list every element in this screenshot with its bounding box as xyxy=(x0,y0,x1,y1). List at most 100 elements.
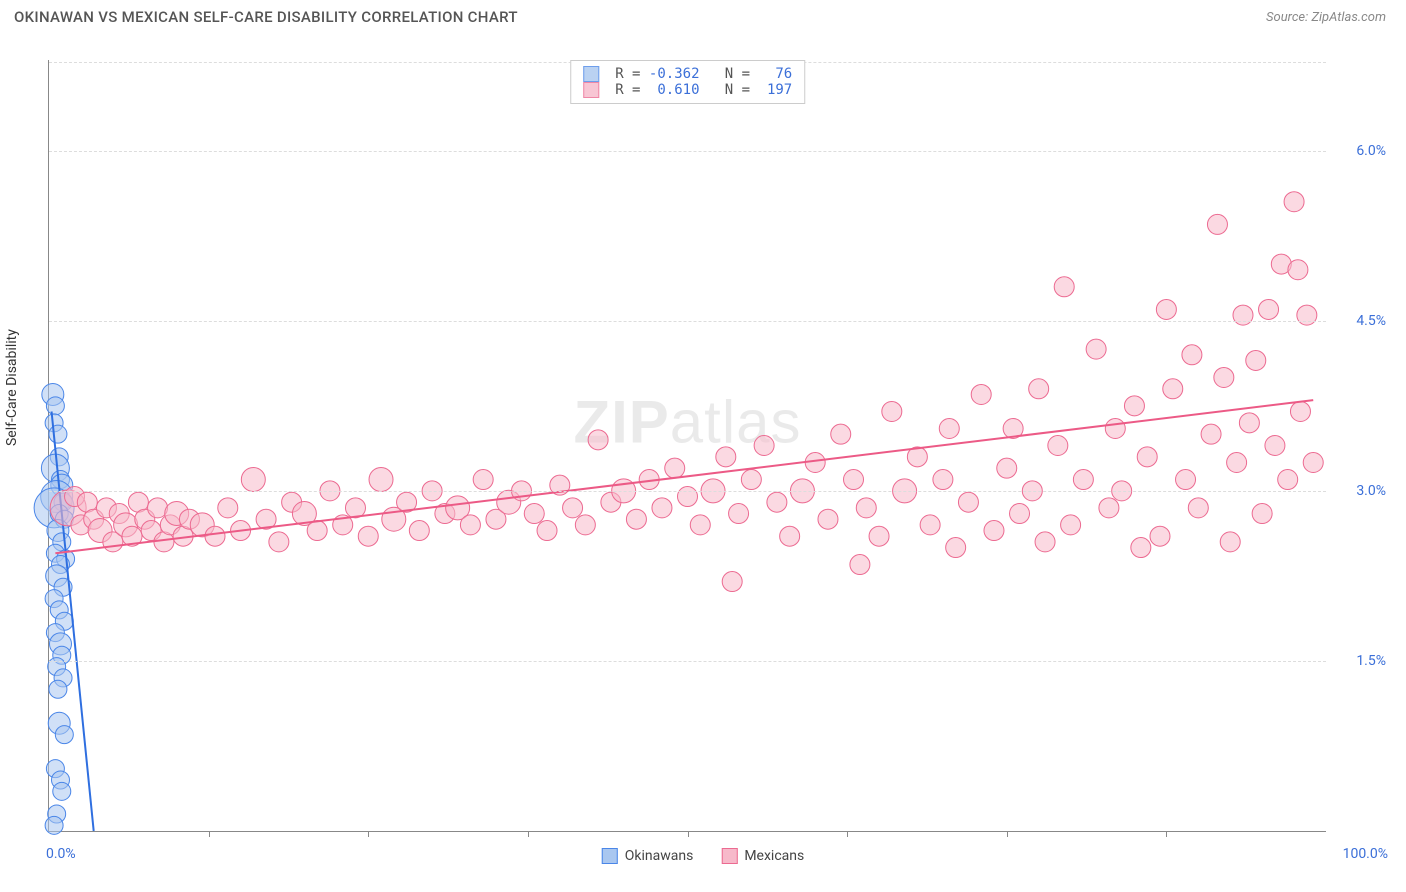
y-tick-label: 3.0% xyxy=(1356,483,1386,499)
data-point xyxy=(409,521,429,541)
data-point xyxy=(1029,379,1049,399)
chart-header: OKINAWAN VS MEXICAN SELF-CARE DISABILITY… xyxy=(0,0,1406,30)
x-tick xyxy=(1007,831,1008,837)
data-point xyxy=(1163,379,1183,399)
data-point xyxy=(869,526,889,546)
y-tick-label: 4.5% xyxy=(1356,313,1386,329)
data-point xyxy=(984,521,1004,541)
data-point xyxy=(1239,413,1259,433)
data-point xyxy=(1182,345,1202,365)
data-point xyxy=(369,468,393,492)
data-point xyxy=(588,430,608,450)
data-point xyxy=(1220,532,1240,552)
data-point xyxy=(818,509,838,529)
data-point xyxy=(754,436,774,456)
legend-swatch xyxy=(721,848,737,864)
legend-label: Okinawans xyxy=(625,848,694,864)
data-point xyxy=(218,498,238,518)
scatter-svg xyxy=(49,60,1326,831)
data-point xyxy=(1010,504,1030,524)
data-point xyxy=(473,470,493,490)
gridline xyxy=(49,661,1326,662)
data-point xyxy=(1284,192,1304,212)
data-point xyxy=(1176,470,1196,490)
data-point xyxy=(1035,532,1055,552)
data-point xyxy=(958,492,978,512)
data-point xyxy=(1188,498,1208,518)
data-point xyxy=(939,418,959,438)
data-point xyxy=(1259,299,1279,319)
data-point xyxy=(1099,498,1119,518)
data-point xyxy=(1054,277,1074,297)
x-tick xyxy=(688,831,689,837)
gridline xyxy=(49,491,1326,492)
chart-title: OKINAWAN VS MEXICAN SELF-CARE DISABILITY… xyxy=(14,8,518,26)
data-point xyxy=(780,526,800,546)
data-point xyxy=(844,470,864,490)
data-point xyxy=(933,470,953,490)
data-point xyxy=(1201,424,1221,444)
legend-label: Mexicans xyxy=(744,848,804,864)
data-point xyxy=(53,782,71,800)
data-point xyxy=(831,424,851,444)
data-point xyxy=(205,526,225,546)
x-tick xyxy=(1166,831,1167,837)
data-point xyxy=(307,521,327,541)
data-point xyxy=(971,384,991,404)
legend-item: Mexicans xyxy=(721,848,804,864)
x-axis-max-label: 100.0% xyxy=(1343,846,1388,862)
data-point xyxy=(716,447,736,467)
data-point xyxy=(1061,515,1081,535)
stats-legend-row: R = -0.362 N = 76 xyxy=(583,66,793,82)
data-point xyxy=(1124,396,1144,416)
data-point xyxy=(1214,367,1234,387)
data-point xyxy=(946,538,966,558)
data-point xyxy=(1252,504,1272,524)
data-point xyxy=(537,521,557,541)
y-tick-label: 1.5% xyxy=(1356,653,1386,669)
data-point xyxy=(997,458,1017,478)
data-point xyxy=(563,498,583,518)
data-point xyxy=(1278,470,1298,490)
data-point xyxy=(1303,453,1323,473)
data-point xyxy=(1288,260,1308,280)
data-point xyxy=(690,515,710,535)
source-label: Source: ZipAtlas.com xyxy=(1266,10,1386,25)
data-point xyxy=(1246,350,1266,370)
data-point xyxy=(1156,299,1176,319)
data-point xyxy=(920,515,940,535)
data-point xyxy=(460,515,480,535)
x-axis-min-label: 0.0% xyxy=(46,846,76,862)
gridline xyxy=(49,151,1326,152)
y-tick-label: 6.0% xyxy=(1356,143,1386,159)
legend-swatch xyxy=(583,66,599,82)
data-point xyxy=(1207,214,1227,234)
data-point xyxy=(49,425,67,443)
data-point xyxy=(1290,401,1310,421)
data-point xyxy=(1073,470,1093,490)
data-point xyxy=(1086,339,1106,359)
x-tick xyxy=(209,831,210,837)
data-point xyxy=(358,526,378,546)
x-tick xyxy=(847,831,848,837)
stats-legend: R = -0.362 N = 76 R = 0.610 N = 197 xyxy=(570,60,806,104)
data-point xyxy=(1227,453,1247,473)
data-point xyxy=(626,509,646,529)
data-point xyxy=(678,487,698,507)
data-point xyxy=(1297,305,1317,325)
legend-swatch xyxy=(583,82,599,98)
y-axis-label: Self-Care Disability xyxy=(4,329,20,446)
data-point xyxy=(856,498,876,518)
x-tick xyxy=(528,831,529,837)
data-point xyxy=(741,470,761,490)
data-point xyxy=(850,555,870,575)
data-point xyxy=(665,458,685,478)
data-point xyxy=(1150,526,1170,546)
plot-area: R = -0.362 N = 76 R = 0.610 N = 197 ZIPa… xyxy=(48,60,1326,832)
data-point xyxy=(1265,436,1285,456)
data-point xyxy=(1048,436,1068,456)
data-point xyxy=(55,726,73,744)
data-point xyxy=(46,397,64,415)
data-point xyxy=(45,816,63,834)
data-point xyxy=(1131,538,1151,558)
